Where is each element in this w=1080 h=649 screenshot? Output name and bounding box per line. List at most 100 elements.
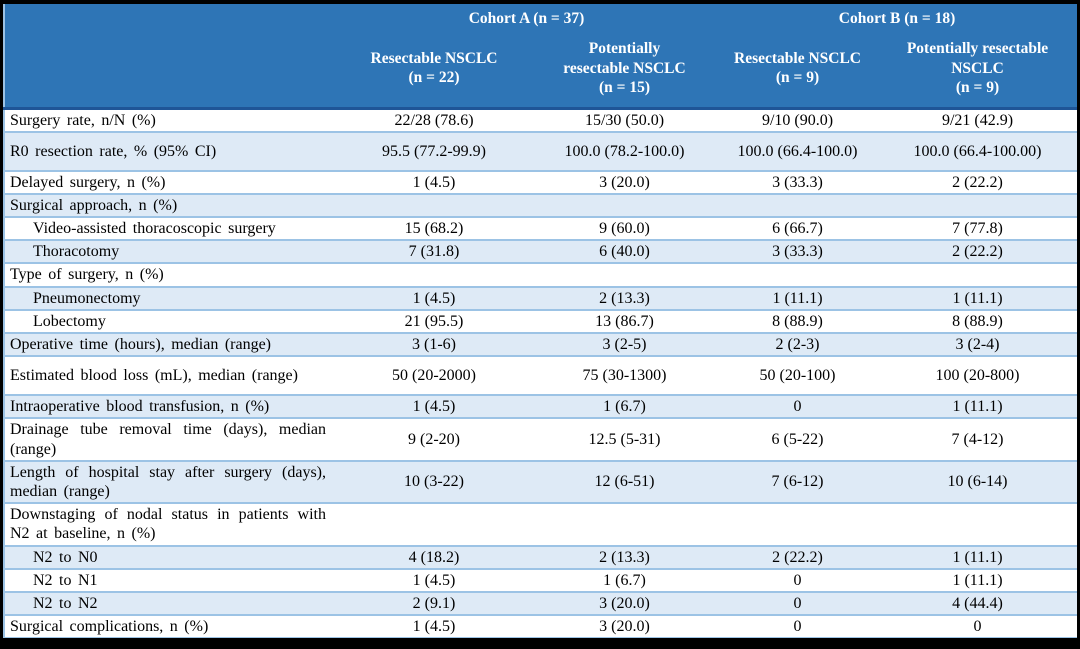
row-value: 0: [793, 618, 802, 636]
table-row: Surgical approach, n (%): [4, 193, 1077, 218]
row-value: 2 (2-3): [775, 336, 820, 353]
row-value: 1 (6.7): [603, 398, 646, 416]
row-value: 10 (6-14): [947, 473, 1008, 491]
table-body: Surgery rate, n/N (%) 22/28 (78.6) 15/30…: [4, 108, 1077, 638]
table-row: Estimated blood loss (mL), median (range…: [4, 356, 1077, 396]
table-row: Length of hospital stay after surgery (d…: [4, 460, 1077, 504]
table-row: N2 to N1 1 (4.5) 1 (6.7) 0 1 (11.1): [4, 568, 1077, 592]
table-row: Lobectomy 21 (95.5) 13 (86.7) 8 (88.9) 8…: [4, 309, 1077, 333]
row-value: 10 (3-22): [404, 473, 464, 491]
row-value: [878, 503, 1077, 545]
row-label: Type of surgery, n (%): [10, 266, 164, 284]
row-value: 1 (4.5): [412, 289, 456, 307]
row-label: Delayed surgery, n (%): [10, 173, 166, 191]
row-label: Operative time (hours), median (range): [10, 336, 272, 353]
row-value: 0: [793, 398, 802, 416]
table-row: R0 resection rate, % (95% CI) 95.5 (77.2…: [4, 131, 1077, 171]
row-value: 7 (77.8): [952, 220, 1003, 238]
row-value: 2 (9.1): [412, 594, 456, 612]
cohort-b-header: Cohort B (n = 18): [717, 4, 1077, 30]
row-value: 6 (5-22): [771, 430, 824, 448]
row-label: Estimated blood loss (mL), median (range…: [10, 367, 298, 385]
row-value: 8 (88.9): [952, 312, 1003, 330]
row-label: N2 to N1: [33, 571, 98, 589]
row-value: 1 (11.1): [952, 548, 1003, 566]
row-label: Video-assisted thoracoscopic surgery: [33, 220, 276, 238]
table-row: Intraoperative blood transfusion, n (%) …: [4, 395, 1077, 419]
row-value: 15 (68.2): [404, 220, 464, 238]
row-value: 1 (4.5): [412, 571, 456, 589]
row-value: 100 (20-800): [935, 367, 1020, 385]
column-header-label: Potentially resectable NSCLC: [563, 40, 686, 77]
row-value: 3 (1-6): [412, 336, 456, 353]
row-value: 9/10 (90.0): [761, 111, 834, 129]
row-value: [336, 263, 532, 286]
row-value: 2 (13.3): [599, 548, 650, 566]
row-label: Pneumonectomy: [33, 289, 141, 307]
subgroup-header-row: Resectable NSCLC (n = 22) Potentially re…: [4, 30, 1077, 108]
row-label: Drainage tube removal time (days), media…: [10, 421, 326, 458]
row-label: Length of hospital stay after surgery (d…: [10, 463, 326, 500]
row-value: 7 (4-12): [951, 430, 1004, 448]
cohort-header-row: Cohort A (n = 37) Cohort B (n = 18): [4, 4, 1077, 108]
table-row: Video-assisted thoracoscopic surgery 15 …: [4, 217, 1077, 241]
column-header-n: (n = 22): [408, 69, 460, 87]
row-label: Lobectomy: [33, 312, 106, 330]
table-row: Operative time (hours), median (range) 3…: [4, 333, 1077, 357]
row-value: 22/28 (78.6): [394, 111, 474, 129]
row-value: 6 (40.0): [599, 243, 650, 261]
row-value: 2 (22.2): [952, 243, 1003, 261]
row-value: 1 (11.1): [772, 289, 823, 307]
table-row: Surgical complications, n (%) 1 (4.5) 3 …: [4, 615, 1077, 638]
row-value: 100.0 (66.4-100.00): [913, 142, 1042, 160]
row-value: 1 (4.5): [412, 173, 456, 191]
row-value: 1 (4.5): [412, 618, 456, 636]
row-value: 3 (20.0): [599, 594, 650, 612]
row-value: 1 (11.1): [952, 398, 1003, 416]
table-row: N2 to N2 2 (9.1) 3 (20.0) 0 4 (44.4): [4, 591, 1077, 616]
row-value: 4 (18.2): [408, 548, 460, 566]
column-header-label: Potentially resectable NSCLC: [906, 40, 1049, 77]
row-value: [878, 263, 1077, 286]
table-row: Type of surgery, n (%): [4, 263, 1077, 287]
row-value: 0: [973, 618, 982, 636]
row-value: [532, 263, 717, 286]
table-row: Delayed surgery, n (%) 1 (4.5) 3 (20.0) …: [4, 170, 1077, 194]
row-value: 0: [793, 594, 802, 612]
row-value: 12.5 (5-31): [588, 430, 661, 448]
row-value: 3 (33.3): [772, 243, 823, 261]
row-value: [336, 503, 532, 545]
row-value: 9/21 (42.9): [941, 111, 1014, 129]
row-label: Surgical complications, n (%): [10, 618, 209, 636]
row-value: [717, 503, 878, 545]
row-value: [717, 194, 878, 217]
table-row: Surgery rate, n/N (%) 22/28 (78.6) 15/30…: [4, 108, 1077, 132]
cohort-a-header: Cohort A (n = 37): [336, 4, 717, 30]
column-header-resectable-a: Resectable NSCLC (n = 22): [336, 30, 532, 108]
column-header-n: (n = 15): [598, 78, 651, 96]
table-row: Downstaging of nodal status in patients …: [4, 503, 1077, 546]
row-value: 2 (22.2): [772, 548, 823, 566]
row-value: 1 (4.5): [412, 398, 456, 416]
parameter-column-header: [4, 4, 336, 108]
row-label: N2 to N2: [33, 594, 98, 612]
surgical-outcomes-table: Cohort A (n = 37) Cohort B (n = 18) Rese…: [3, 4, 1077, 638]
row-value: 0: [793, 571, 802, 589]
row-value: 2 (13.3): [599, 289, 650, 307]
row-value: 50 (20-2000): [392, 367, 476, 385]
row-label: R0 resection rate, % (95% CI): [10, 142, 217, 160]
row-value: 9 (2-20): [408, 430, 460, 448]
row-value: [717, 263, 878, 286]
row-value: 100.0 (78.2-100.0): [564, 142, 685, 160]
row-value: 7 (31.8): [408, 243, 460, 261]
row-value: 4 (44.4): [952, 594, 1003, 612]
table-row: N2 to N0 4 (18.2) 2 (13.3) 2 (22.2) 1 (1…: [4, 545, 1077, 569]
row-value: 3 (20.0): [599, 173, 650, 191]
row-value: 3 (33.3): [772, 173, 823, 191]
row-label: Thoracotomy: [33, 243, 120, 261]
table-row: Pneumonectomy 1 (4.5) 2 (13.3) 1 (11.1) …: [4, 286, 1077, 310]
column-header-n: (n = 9): [775, 69, 820, 87]
row-value: 9 (60.0): [599, 220, 650, 238]
row-value: 7 (6-12): [771, 473, 824, 491]
row-value: 3 (2-5): [602, 336, 647, 353]
